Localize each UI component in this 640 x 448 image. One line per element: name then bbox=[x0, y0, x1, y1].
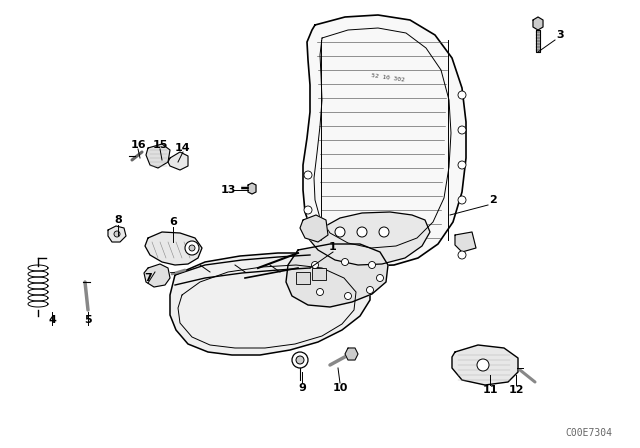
Circle shape bbox=[369, 262, 376, 268]
Polygon shape bbox=[303, 15, 466, 266]
Text: 14: 14 bbox=[175, 143, 191, 153]
Circle shape bbox=[296, 356, 304, 364]
Polygon shape bbox=[170, 253, 370, 355]
Polygon shape bbox=[308, 212, 430, 265]
Text: 9: 9 bbox=[298, 383, 306, 393]
Circle shape bbox=[304, 206, 312, 214]
Circle shape bbox=[344, 293, 351, 300]
Text: 8: 8 bbox=[114, 215, 122, 225]
Text: 5: 5 bbox=[84, 315, 92, 325]
Polygon shape bbox=[345, 348, 358, 360]
Text: 13: 13 bbox=[220, 185, 236, 195]
Text: 2: 2 bbox=[489, 195, 497, 205]
Text: 6: 6 bbox=[169, 217, 177, 227]
Circle shape bbox=[304, 171, 312, 179]
Circle shape bbox=[317, 289, 323, 296]
Circle shape bbox=[477, 359, 489, 371]
Text: 11: 11 bbox=[483, 385, 498, 395]
Circle shape bbox=[185, 241, 199, 255]
Text: 15: 15 bbox=[152, 140, 168, 150]
Circle shape bbox=[189, 245, 195, 251]
Polygon shape bbox=[533, 17, 543, 30]
Circle shape bbox=[458, 126, 466, 134]
Polygon shape bbox=[145, 232, 202, 265]
Circle shape bbox=[342, 258, 349, 266]
Text: 7: 7 bbox=[144, 273, 152, 283]
Polygon shape bbox=[108, 226, 126, 242]
Polygon shape bbox=[452, 345, 518, 385]
Bar bbox=[312, 268, 326, 280]
Polygon shape bbox=[146, 144, 170, 168]
Circle shape bbox=[335, 227, 345, 237]
Text: 4: 4 bbox=[48, 315, 56, 325]
Polygon shape bbox=[455, 232, 476, 252]
Bar bbox=[296, 272, 310, 284]
Circle shape bbox=[114, 231, 120, 237]
Polygon shape bbox=[286, 244, 388, 307]
Text: 3: 3 bbox=[556, 30, 564, 40]
Polygon shape bbox=[536, 30, 540, 52]
Circle shape bbox=[376, 275, 383, 281]
Circle shape bbox=[357, 227, 367, 237]
Circle shape bbox=[458, 251, 466, 259]
Circle shape bbox=[458, 196, 466, 204]
Circle shape bbox=[458, 161, 466, 169]
Text: 1: 1 bbox=[329, 242, 337, 252]
Text: 12: 12 bbox=[508, 385, 524, 395]
Circle shape bbox=[367, 287, 374, 293]
Polygon shape bbox=[144, 264, 170, 287]
Circle shape bbox=[292, 352, 308, 368]
Text: C00E7304: C00E7304 bbox=[565, 428, 612, 438]
Text: 10: 10 bbox=[332, 383, 348, 393]
Polygon shape bbox=[248, 183, 256, 194]
Text: 16: 16 bbox=[130, 140, 146, 150]
Circle shape bbox=[458, 91, 466, 99]
Polygon shape bbox=[300, 215, 328, 242]
Circle shape bbox=[312, 262, 319, 268]
Circle shape bbox=[379, 227, 389, 237]
Polygon shape bbox=[168, 152, 188, 170]
Text: 52 10 302: 52 10 302 bbox=[371, 73, 405, 83]
